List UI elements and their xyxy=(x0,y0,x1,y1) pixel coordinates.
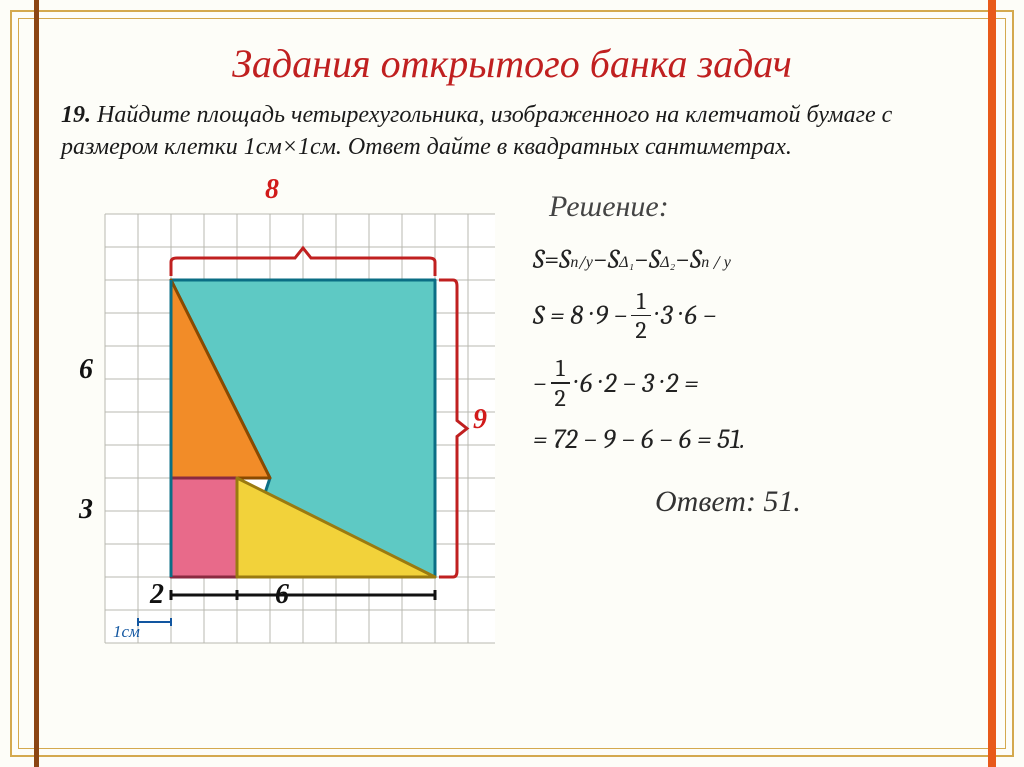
formula-line-4: = 72 − 9 − 6 − 6 = 51. xyxy=(533,424,969,455)
label-right: 9 xyxy=(473,404,487,436)
problem-statement: 19. Найдите площадь четырехугольника, из… xyxy=(61,99,969,164)
solution-block: Решение: S = Sп/у − SΔ₁ − SΔ₂ − Sп / у S… xyxy=(525,184,969,519)
label-left-lower: 3 xyxy=(79,494,93,526)
label-left-upper: 6 xyxy=(79,354,93,386)
answer-line: Ответ: 51. xyxy=(655,485,969,519)
main-row: 8 9 6 3 2 6 1см Решение: S = Sп/у − SΔ₁ … xyxy=(55,184,969,664)
formula-line-2: S = 8 · 9 − 1 2 · 3 · 6 − xyxy=(533,289,969,343)
label-bottom-left: 2 xyxy=(150,579,164,611)
accent-bar-right xyxy=(988,0,996,767)
label-unit: 1см xyxy=(113,622,140,642)
fraction-1: 1 2 xyxy=(631,289,650,343)
slide-title: Задания открытого банка задач xyxy=(55,40,969,87)
diagram: 8 9 6 3 2 6 1см xyxy=(55,184,495,664)
formula-line-1: S = Sп/у − SΔ₁ − SΔ₂ − Sп / у xyxy=(533,244,969,275)
formula-line-3: − 1 2 · 6 · 2 − 3 · 2 = xyxy=(533,356,969,410)
problem-number: 19. xyxy=(61,102,91,128)
problem-text: Найдите площадь четырехугольника, изобра… xyxy=(61,102,892,160)
label-top: 8 xyxy=(265,174,279,206)
solution-heading: Решение: xyxy=(549,190,969,224)
fraction-2: 1 2 xyxy=(551,356,570,410)
accent-bar-left xyxy=(34,0,39,767)
label-bottom-right: 6 xyxy=(275,579,289,611)
slide-content: Задания открытого банка задач 19. Найдит… xyxy=(55,30,969,737)
